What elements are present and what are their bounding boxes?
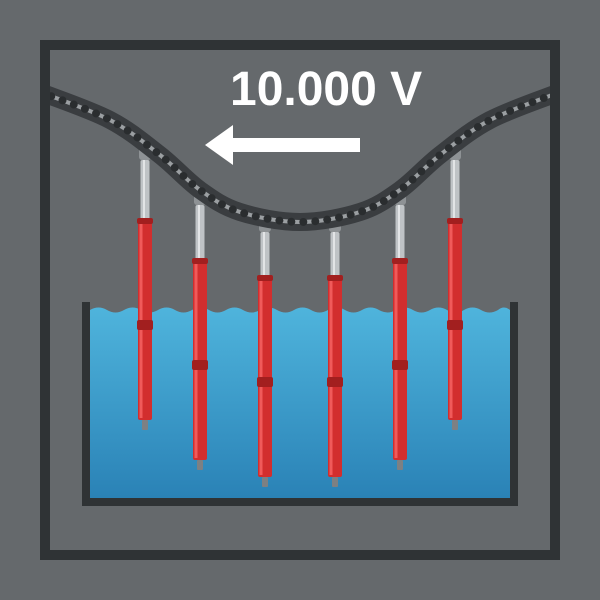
voltage-label: 10.000 V — [230, 62, 422, 117]
diagram-svg — [50, 50, 550, 550]
diagram-frame: 10.000 V — [40, 40, 560, 560]
